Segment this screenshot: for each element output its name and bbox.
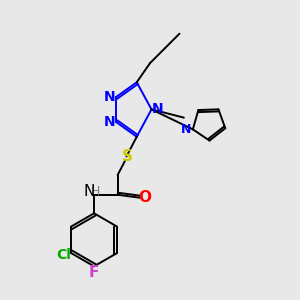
Text: N: N [104, 115, 116, 129]
Text: N: N [181, 123, 192, 136]
Text: N: N [104, 90, 116, 104]
Text: F: F [89, 265, 99, 280]
Text: Cl: Cl [56, 248, 71, 262]
Text: N: N [152, 102, 164, 116]
Text: S: S [122, 149, 133, 164]
Text: O: O [139, 190, 152, 205]
Text: H: H [90, 185, 100, 198]
Text: N: N [84, 184, 95, 199]
